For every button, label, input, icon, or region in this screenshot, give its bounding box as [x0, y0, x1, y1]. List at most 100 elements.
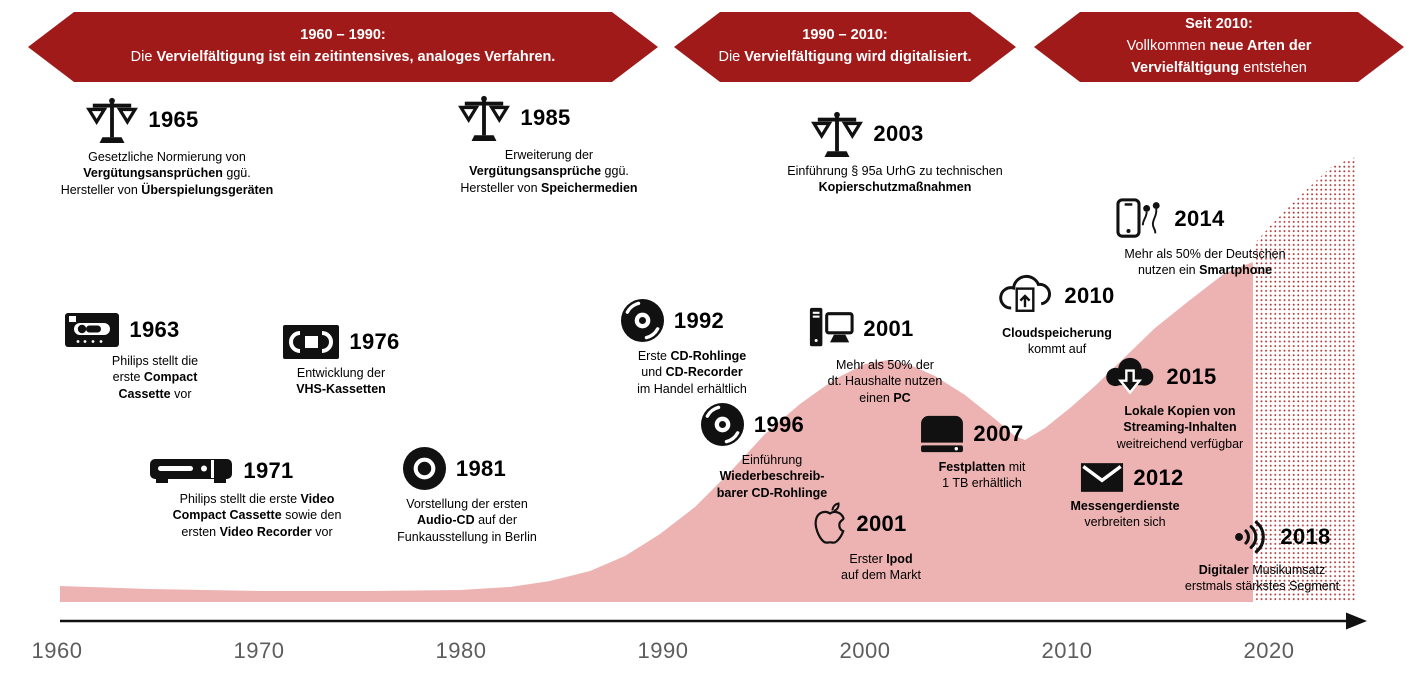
event-year: 1963 [129, 317, 180, 342]
caption-line: ersten Video Recorder vor [181, 524, 333, 539]
caption-line: Einführung [741, 453, 803, 467]
caption-line: im Handel erhältlich [637, 381, 747, 396]
event-1976: 1976 Entwicklung der VHS-Kassetten [221, 324, 461, 398]
event-header: 2012 [1080, 462, 1183, 493]
streaming-signal-icon [1233, 517, 1271, 557]
event-year: 1996 [753, 411, 805, 437]
event-header: 2015 [1103, 356, 1216, 398]
caption-line: einen PC [859, 390, 911, 405]
caption-line: Cassette vor [118, 386, 192, 401]
event-2001-ipod: 2001 Erster Ipod auf dem Markt [761, 502, 1001, 584]
caption-line: Philips stellt die [111, 354, 199, 368]
caption-line: Kopierschutzmaßnahmen [818, 180, 972, 195]
event-caption: Philips stellt die erste Compact Cassette … [112, 353, 198, 402]
event-2012: 2012 Messengerdienste verbreiten sich [1005, 462, 1245, 531]
event-header: 1976 [282, 324, 399, 360]
caption-line: Compact Cassette sowie den [172, 508, 342, 523]
event-1992: 1992 Erste CD-Rohlinge und CD-Recorder im H… [572, 298, 812, 397]
caption-line: Vergütungsansprüchen ggü. [83, 166, 251, 181]
event-caption: Mehr als 50% der dt. Haushalte nutzen eine… [828, 357, 943, 406]
event-header: 2018 [1233, 517, 1330, 557]
scales-icon [810, 110, 864, 158]
event-year: 2015 [1166, 364, 1217, 389]
cdr-icon [700, 402, 745, 447]
event-year: 2014 [1174, 206, 1225, 231]
event-1981: 1981 Vorstellung der ersten Audio-CD auf d… [347, 446, 587, 545]
caption-line: und CD-Recorder [641, 365, 743, 380]
event-year: 2007 [973, 421, 1024, 446]
event-caption: Vorstellung der ersten Audio-CD auf der Fu… [397, 496, 537, 545]
banner-line: Vervielfältigung entstehen [1131, 59, 1307, 76]
event-2010: 2010 Cloudspeicherung kommt auf [937, 272, 1177, 358]
caption-line: Vergütungsansprüche ggü. [469, 164, 629, 179]
caption-line: kommt auf [1027, 342, 1087, 357]
caption-line: Funkausstellung in Berlin [397, 529, 537, 544]
caption-line: erstmals stärkstes Segment [1184, 579, 1340, 594]
event-caption: Erweiterung der Vergütungsansprüche ggü. H… [460, 147, 637, 196]
caption-line: Audio-CD auf der [416, 513, 517, 528]
caption-line: barer CD-Rohlinge [716, 485, 828, 500]
axis-label-1960: 1960 [31, 638, 83, 663]
event-caption: Messengerdienste verbreiten sich [1070, 498, 1179, 531]
caption-line: nutzen ein Smartphone [1137, 263, 1273, 278]
event-year: 2018 [1280, 524, 1331, 549]
event-year: 1976 [349, 329, 400, 354]
caption-line: Messengerdienste [1070, 499, 1180, 513]
caption-line: Lokale Kopien von [1124, 404, 1236, 418]
axis-label-2000: 2000 [839, 638, 891, 663]
event-header: 2014 [1113, 197, 1224, 241]
event-year: 2001 [856, 511, 907, 536]
banner-line: Die Vervielfältigung ist ein zeitintensi… [130, 49, 556, 65]
banner-line: 1990 – 2010: [802, 27, 888, 44]
event-year: 2012 [1133, 464, 1184, 490]
banner-1990-2010: 1990 – 2010: Die Vervielfältigung wird di… [674, 12, 1016, 82]
event-year: 1971 [243, 458, 294, 483]
event-header: 2010 [995, 272, 1114, 320]
event-header: 1996 [700, 402, 804, 447]
cassette-icon [64, 312, 120, 348]
caption-line: 1 TB erhältlich [942, 476, 1022, 491]
event-header: 1985 [457, 94, 570, 142]
event-header: 1963 [64, 312, 179, 348]
caption-line: Philips stellt die erste Video [179, 492, 335, 506]
scales-icon [457, 94, 511, 142]
banner-line: Die Vervielfältigung wird digitalisiert. [718, 49, 972, 65]
event-year: 2010 [1064, 283, 1115, 308]
caption-line: Streaming-Inhalten [1123, 420, 1237, 435]
caption-line: Erster Ipod [849, 552, 913, 566]
caption-line: Wiederbeschreib- [719, 469, 825, 484]
event-caption: Lokale Kopien von Streaming-Inhalten weitr… [1117, 403, 1243, 452]
event-1996: 1996 Einführung Wiederbeschreib-barer CD-R… [652, 402, 892, 501]
envelope-icon [1080, 462, 1124, 493]
banner-line: 1960 – 1990: [300, 27, 386, 44]
event-year: 1981 [455, 455, 507, 481]
area-solid-pink [60, 262, 1253, 602]
cloud-upload-icon [995, 272, 1055, 320]
event-caption: Gesetzliche Normierung von Vergütungsansp… [61, 149, 274, 198]
event-header: 2001 [808, 306, 913, 352]
caption-line: Mehr als 50% der [836, 358, 934, 372]
video-recorder-icon [148, 456, 234, 486]
caption-line: VHS-Kassetten [296, 382, 386, 397]
caption-line: Hersteller von Speichermedien [460, 180, 638, 195]
event-header: 2007 [920, 414, 1023, 454]
banner-line: Seit 2010: [1185, 16, 1253, 33]
axis-arrowhead-icon [1346, 612, 1367, 630]
event-header: 1971 [148, 456, 293, 486]
event-caption: Festplatten mit 1 TB erhältlich [939, 459, 1026, 492]
event-caption: Digitaler Musikumsatz erstmals stärkstes … [1185, 562, 1339, 595]
vhs-icon [282, 324, 340, 360]
smartphone-earbuds-icon [1113, 197, 1165, 241]
event-header: 1992 [620, 298, 724, 343]
caption-line: Erweiterung der [504, 148, 594, 162]
caption-line: Entwicklung der [296, 366, 386, 380]
caption-line: Hersteller von Überspielungsgeräten [60, 182, 274, 197]
event-year: 2003 [873, 121, 924, 146]
event-year: 1965 [148, 107, 199, 132]
caption-line: Cloudspeicherung [1002, 326, 1112, 340]
caption-line: Gesetzliche Normierung von [88, 150, 246, 164]
event-2007: 2007 Festplatten mit 1 TB erhältlich [862, 414, 1102, 492]
cloud-download-icon [1103, 356, 1157, 398]
